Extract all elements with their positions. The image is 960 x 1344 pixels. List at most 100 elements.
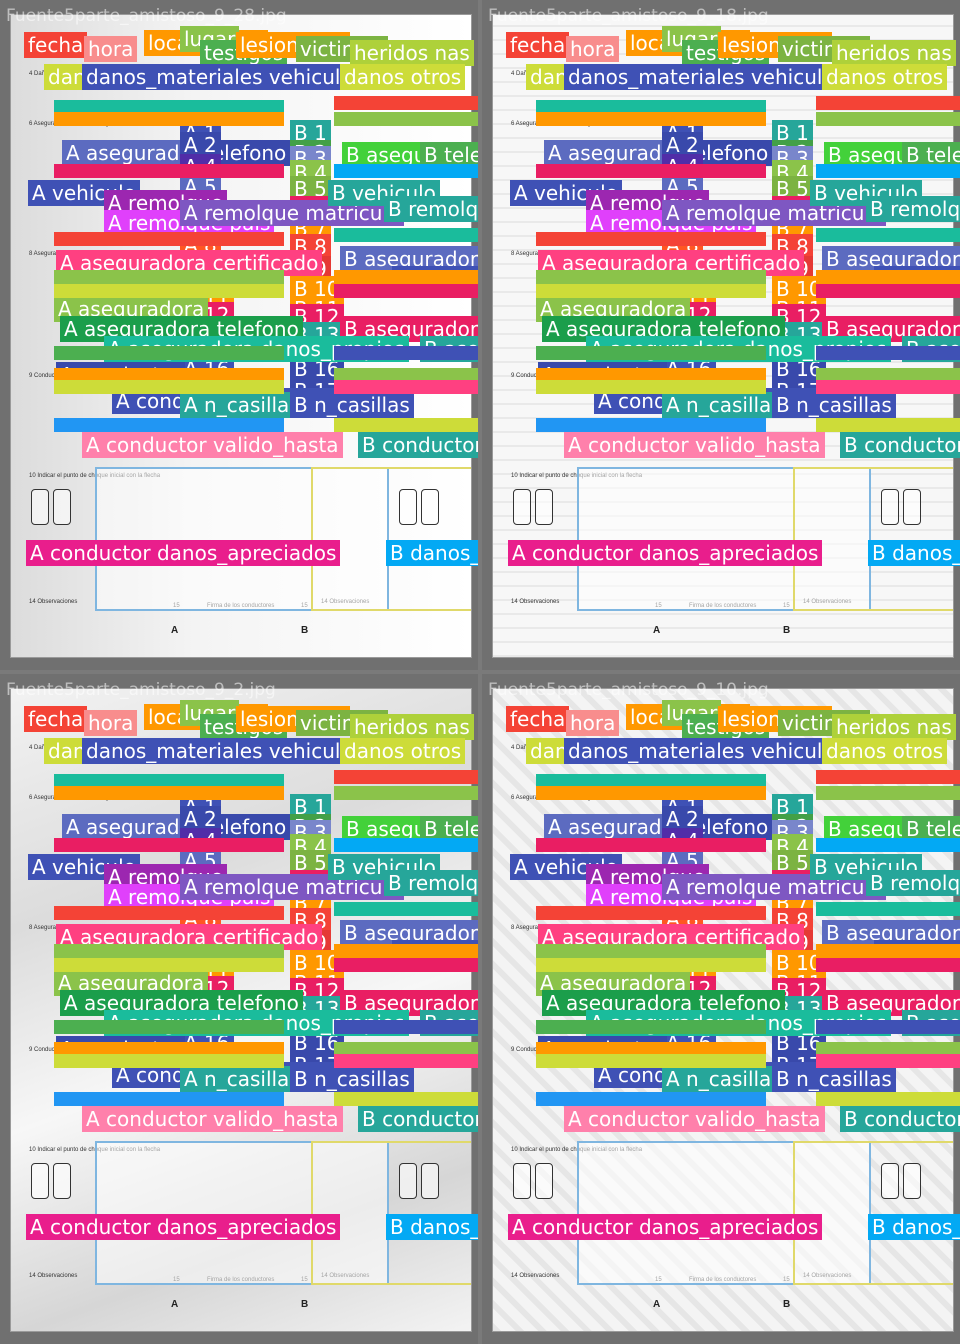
annotation-strip (816, 418, 960, 432)
field-label: A asegurado (544, 814, 678, 840)
file-name: Fuente5parte_amistoso_9_2.jpg (6, 680, 276, 700)
annotation-strip (536, 774, 766, 788)
annotation-strip (334, 1054, 478, 1068)
vehicle-icon (31, 489, 49, 525)
annotation-strip (54, 1020, 284, 1034)
annotation-strip (54, 164, 284, 178)
vehicle-icon (903, 489, 921, 525)
field-label: B vehiculo (328, 854, 440, 880)
field-label: A conductor danos_apreciados (508, 540, 823, 566)
file-name: Fuente5parte_amistoso_9_10.jpg (488, 680, 769, 700)
field-label: A asegurado (62, 814, 196, 840)
annotation-strip (334, 380, 478, 394)
annotation-strip (816, 770, 960, 784)
form-text: 9 Conductor (29, 373, 62, 379)
side-a-marker: A (653, 1299, 661, 1310)
field-label: hora (566, 710, 620, 736)
annotation-strip (334, 786, 478, 800)
annotation-strip (816, 228, 960, 242)
form-text: 10 Indicar el punto de choque inicial co… (511, 473, 642, 479)
field-label: hora (84, 710, 138, 736)
form-text: 14 Observaciones (511, 1273, 560, 1279)
annotation-strip (536, 112, 766, 126)
field-label: B n_casillas (290, 392, 414, 418)
vehicle-icon (399, 489, 417, 525)
field-label: A asegurado (62, 140, 196, 166)
panel-3: 4 Daños materiales6 Asegurado/Tomador de… (0, 674, 478, 1344)
field-label: B conductor valido_hasta (840, 432, 960, 458)
annotation-strip (816, 902, 960, 916)
field-label: danos_materiales vehiculos (82, 738, 368, 764)
field-label: B remolque (866, 870, 960, 896)
sketch-box-a (577, 1141, 871, 1285)
vehicle-icon (53, 489, 71, 525)
field-label: danos_materiales vehiculos (82, 64, 368, 90)
form-text: 9 Conductor (511, 1047, 544, 1053)
annotation-strip (816, 380, 960, 394)
annotation-strip (54, 346, 284, 360)
field-label: A remolque matricula (662, 200, 887, 226)
annotation-strip (54, 418, 284, 432)
annotation-strip (536, 284, 766, 298)
sketch-box-a (95, 467, 389, 611)
annotation-strip (334, 944, 478, 958)
annotation-strip (816, 944, 960, 958)
annotation-strip (536, 1054, 766, 1068)
vehicle-icon (903, 1163, 921, 1199)
annotation-strip (54, 786, 284, 800)
vehicle-icon (31, 1163, 49, 1199)
sketch-box-b (311, 1141, 471, 1285)
annotation-strip (334, 902, 478, 916)
vehicle-icon (421, 489, 439, 525)
form-text: 10 Indicar el punto de choque inicial co… (29, 473, 160, 479)
panel-2: 4 Daños materiales6 Asegurado/Tomador de… (482, 0, 960, 670)
annotation-strip (334, 284, 478, 298)
annotation-strip (816, 958, 960, 972)
annotation-strip (54, 112, 284, 126)
annotation-strip (334, 1020, 478, 1034)
field-label: A 2 (662, 132, 703, 158)
form-text: 8 Asegurador (511, 925, 547, 931)
vehicle-icon (421, 1163, 439, 1199)
annotation-strip (536, 958, 766, 972)
field-label: danos otros (822, 738, 948, 764)
field-label: A conductor valido_hasta (564, 432, 825, 458)
field-label: B conductor valido_hasta (358, 432, 478, 458)
annotation-strip (54, 380, 284, 394)
annotation-strip (816, 1054, 960, 1068)
annotation-strip (54, 958, 284, 972)
form-text: 8 Asegurador (29, 925, 65, 931)
field-label: heridos nas (350, 40, 474, 66)
annotation-strip (536, 906, 766, 920)
annotation-strip (334, 1092, 478, 1106)
form-text: 10 Indicar el punto de choque inicial co… (29, 1147, 160, 1153)
annotation-strip (54, 270, 284, 284)
field-label: B danos_apreciados (386, 1214, 478, 1240)
field-label: B n_casillas (772, 1066, 896, 1092)
field-label: A conductor danos_apreciados (26, 1214, 341, 1240)
sketch-box-b (793, 467, 953, 611)
annotation-strip (54, 838, 284, 852)
field-label: A 2 (180, 806, 221, 832)
field-label: A n_casillas (180, 1066, 304, 1092)
field-label: A asegurado (544, 140, 678, 166)
field-label: hora (566, 36, 620, 62)
annotation-strip (536, 1042, 766, 1056)
field-label: B telefono (420, 816, 478, 842)
annotation-strip (54, 100, 284, 114)
annotation-strip (536, 270, 766, 284)
vehicle-icon (535, 489, 553, 525)
side-a-marker: A (171, 1299, 179, 1310)
annotation-strip (816, 1020, 960, 1034)
field-label: A n_casillas (662, 1066, 786, 1092)
vehicle-icon (399, 1163, 417, 1199)
annotation-strip (334, 770, 478, 784)
annotation-strip (816, 786, 960, 800)
field-label: A n_casillas (662, 392, 786, 418)
annotation-strip (536, 232, 766, 246)
field-label: B telefono (902, 142, 960, 168)
field-label: fecha (24, 706, 88, 732)
side-b-marker: B (783, 625, 791, 636)
annotation-strip (54, 284, 284, 298)
annotation-strip (536, 786, 766, 800)
